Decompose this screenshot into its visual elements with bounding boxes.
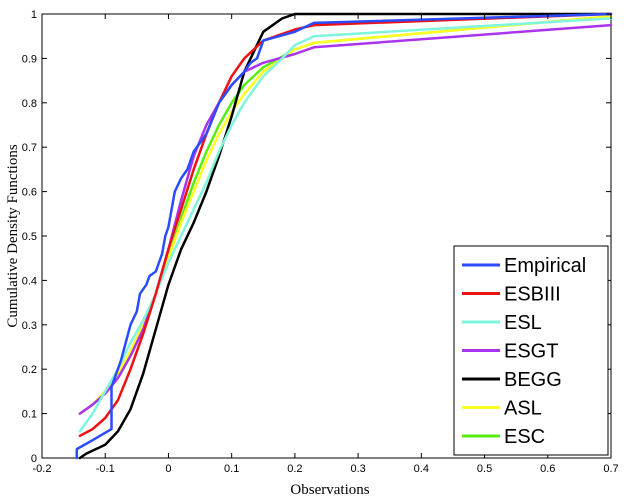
x-tick-label: 0.1 — [224, 463, 239, 475]
legend-label-esgt: ESGT — [504, 341, 558, 363]
y-tick-label: 0.4 — [22, 275, 37, 287]
y-tick-label: 1 — [31, 9, 37, 21]
plot-area: -0.2 -0.1 0 0.1 0.2 0.3 0.4 0.5 0.6 0.7 0 0.1 0.2 0.3… — [22, 9, 619, 475]
legend: Empirical ESBIII ESL ESGT BEGG ASL ESC — [453, 245, 609, 456]
series-line-begg — [78, 12, 613, 460]
x-tick-label: 0.6 — [540, 463, 555, 475]
legend-label-empirical: Empirical — [504, 255, 586, 277]
x-tick-label: 0.7 — [603, 463, 618, 475]
y-tick-label: 0.7 — [22, 142, 37, 154]
y-tick-label: 0.5 — [22, 231, 37, 243]
y-tick-label: 0.8 — [22, 98, 37, 110]
x-tick-label: -0.1 — [96, 463, 115, 475]
legend-label-esl: ESL — [504, 312, 542, 334]
x-axis-label: Observations — [290, 482, 369, 498]
y-tick-label: 0.6 — [22, 187, 37, 199]
series-layer — [75, 12, 613, 460]
ticks-layer: -0.2 -0.1 0 0.1 0.2 0.3 0.4 0.5 0.6 0.7 0 0.1 0.2 0.3… — [22, 9, 619, 475]
legend-items: Empirical ESBIII ESL ESGT BEGG ASL ESC — [462, 255, 586, 448]
legend-label-esbiii: ESBIII — [504, 284, 561, 306]
x-tick-label: -0.2 — [33, 463, 52, 475]
x-tick-label: 0.4 — [414, 463, 429, 475]
x-tick-label: 0.2 — [287, 463, 302, 475]
series-line-esgt — [78, 23, 613, 415]
y-tick-label: 0.2 — [22, 364, 37, 376]
legend-label-asl: ASL — [504, 398, 542, 420]
series-line-empirical — [75, 12, 613, 460]
y-tick-label: 0.1 — [22, 409, 37, 421]
legend-label-begg: BEGG — [504, 369, 562, 391]
x-tick-label: 0.3 — [350, 463, 365, 475]
y-axis-label: Cumulative Density Functions — [5, 144, 21, 327]
y-tick-label: 0.9 — [22, 53, 37, 65]
x-tick-label: 0 — [165, 463, 171, 475]
y-tick-label: 0.3 — [22, 320, 37, 332]
y-tick-label: 0 — [31, 453, 37, 465]
x-tick-label: 0.5 — [477, 463, 492, 475]
legend-label-esc: ESC — [504, 426, 545, 448]
